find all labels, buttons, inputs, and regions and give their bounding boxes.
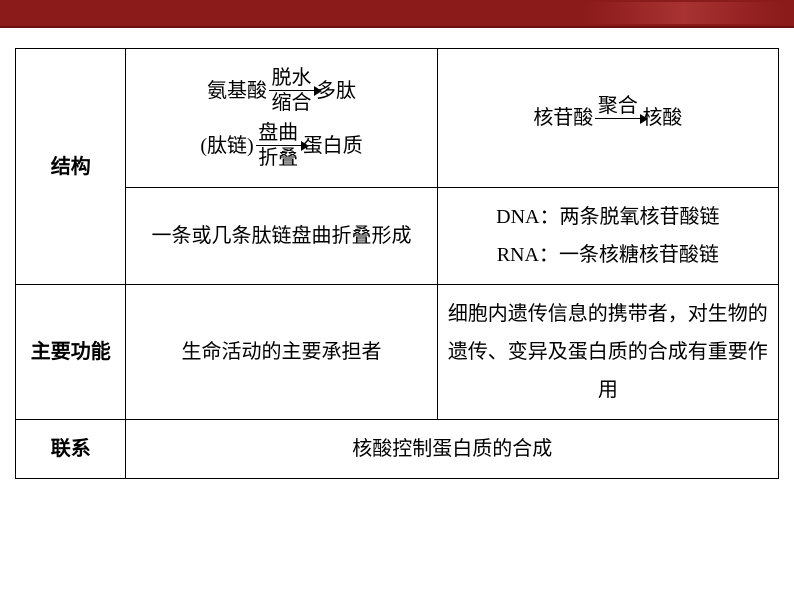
arrow-bottom-spacer [615,120,620,142]
protein-function-text: 生命活动的主要承担者 [182,341,382,363]
product-text: 蛋白质 [303,127,363,165]
nucleic-reaction: 核苷酸 聚合 核酸 [446,95,770,142]
protein-structure-cell: 氨基酸 脱水 缩合 多肽 (肽链) 盘曲 [126,49,437,188]
protein-detail-text: 一条或几条肽链盘曲折叠形成 [152,225,412,247]
relation-content-text: 核酸控制蛋白质的合成 [352,438,552,460]
rna-label: RNA： [497,244,559,266]
structure-label-cell: 结构 [16,49,126,285]
function-label-cell: 主要功能 [16,285,126,420]
reaction-arrow-icon: 聚合 [595,95,640,142]
protein-reaction-2: (肽链) 盘曲 折叠 蛋白质 [134,122,428,169]
structure-label: 结构 [51,156,91,178]
header-bar [0,0,794,28]
protein-reaction-1: 氨基酸 脱水 缩合 多肽 [134,67,428,114]
relation-content-cell: 核酸控制蛋白质的合成 [126,420,779,479]
table-row: 一条或几条肽链盘曲折叠形成 DNA：两条脱氧核苷酸链 RNA：一条核糖核苷酸链 [16,188,779,285]
table-row: 联系 核酸控制蛋白质的合成 [16,420,779,479]
function-label: 主要功能 [31,341,111,363]
protein-detail-cell: 一条或几条肽链盘曲折叠形成 [126,188,437,285]
arrow-top-label: 盘曲 [258,122,298,144]
relation-label: 联系 [51,438,91,460]
relation-label-cell: 联系 [16,420,126,479]
arrow-top-label: 脱水 [272,67,312,89]
reaction-arrow-icon: 盘曲 折叠 [256,122,301,169]
content-area: 结构 氨基酸 脱水 缩合 多肽 (肽链) [0,28,794,499]
reactant-text: 氨基酸 [207,72,267,110]
dna-line: DNA：两条脱氧核苷酸链 [446,198,770,236]
arrow-top-label: 聚合 [598,95,638,117]
nucleic-function-cell: 细胞内遗传信息的携带者，对生物的遗传、变异及蛋白质的合成有重要作用 [437,285,778,420]
nucleic-function-text: 细胞内遗传信息的携带者，对生物的遗传、变异及蛋白质的合成有重要作用 [448,303,768,401]
header-decoration [584,2,784,24]
dna-detail: 两条脱氧核苷酸链 [559,206,719,228]
arrow-bottom-label: 折叠 [258,147,298,169]
nucleic-detail-cell: DNA：两条脱氧核苷酸链 RNA：一条核糖核苷酸链 [437,188,778,285]
reactant-text: 核苷酸 [533,99,593,137]
table-row: 主要功能 生命活动的主要承担者 细胞内遗传信息的携带者，对生物的遗传、变异及蛋白… [16,285,779,420]
comparison-table: 结构 氨基酸 脱水 缩合 多肽 (肽链) [15,48,779,479]
protein-function-cell: 生命活动的主要承担者 [126,285,437,420]
arrow-bottom-label: 缩合 [272,92,312,114]
rna-line: RNA：一条核糖核苷酸链 [446,236,770,274]
reactant-text: (肽链) [200,127,253,165]
nucleic-structure-cell: 核苷酸 聚合 核酸 [437,49,778,188]
table-row: 结构 氨基酸 脱水 缩合 多肽 (肽链) [16,49,779,188]
rna-detail: 一条核糖核苷酸链 [559,244,719,266]
product-text: 多肽 [316,72,356,110]
reaction-arrow-icon: 脱水 缩合 [269,67,314,114]
product-text: 核酸 [642,99,682,137]
dna-label: DNA： [496,206,559,228]
